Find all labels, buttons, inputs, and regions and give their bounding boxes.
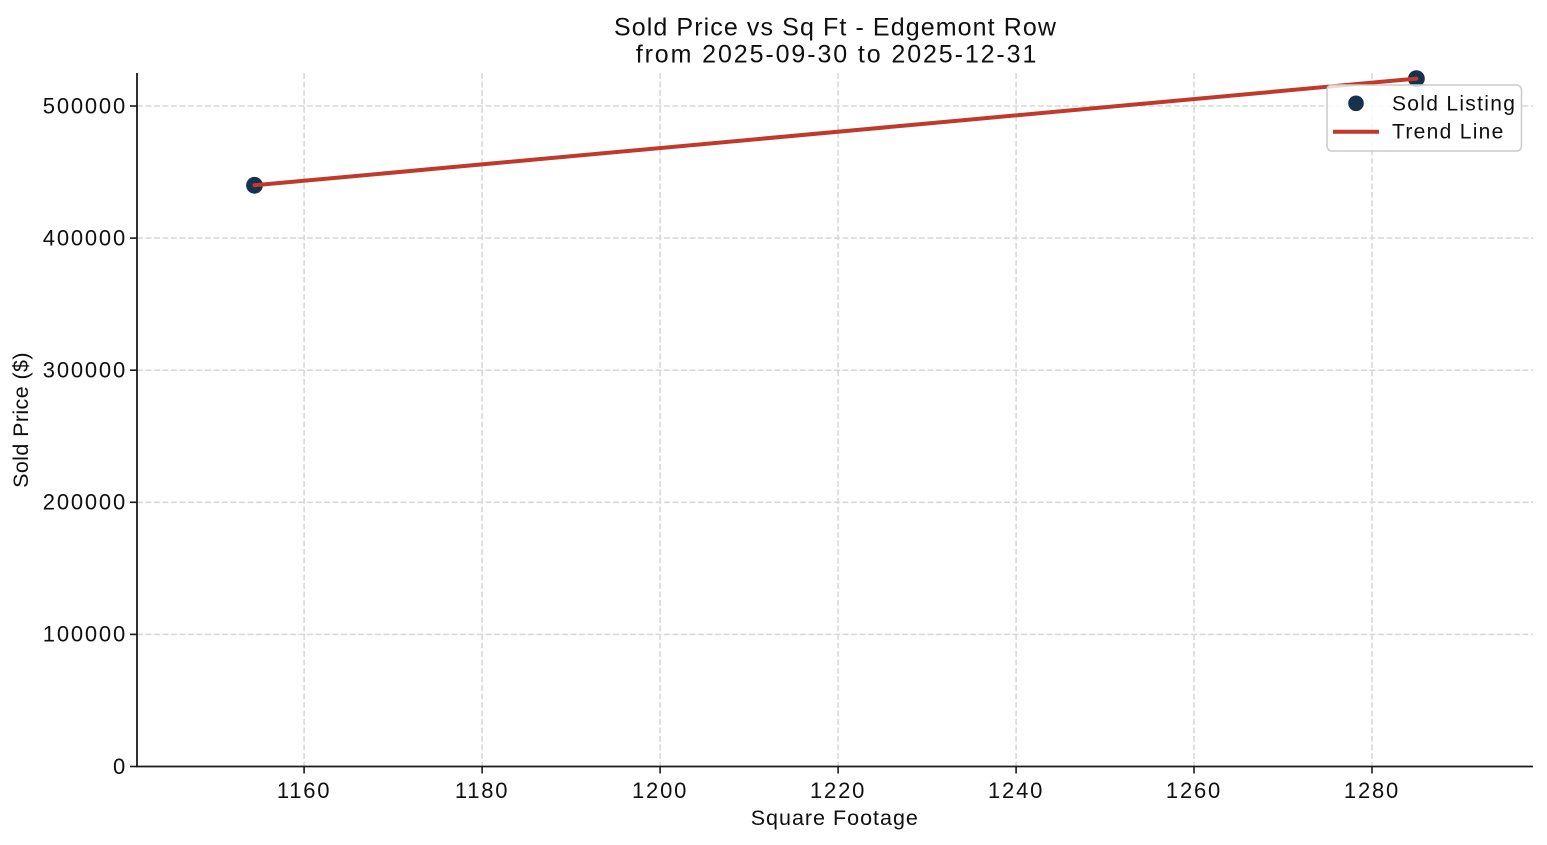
svg-text:0: 0 xyxy=(113,754,127,779)
svg-text:1260: 1260 xyxy=(1166,778,1222,803)
svg-text:300000: 300000 xyxy=(43,358,127,383)
svg-text:1200: 1200 xyxy=(632,778,688,803)
svg-text:1220: 1220 xyxy=(810,778,866,803)
svg-text:1160: 1160 xyxy=(277,778,332,803)
svg-text:Sold Price vs Sq Ft - Edgemont: Sold Price vs Sq Ft - Edgemont Row xyxy=(614,13,1057,41)
svg-text:400000: 400000 xyxy=(43,225,127,250)
svg-text:Trend Line: Trend Line xyxy=(1392,121,1505,144)
svg-text:1180: 1180 xyxy=(455,778,510,803)
svg-text:1240: 1240 xyxy=(988,778,1044,803)
svg-text:Sold Listing: Sold Listing xyxy=(1392,92,1516,115)
svg-text:500000: 500000 xyxy=(43,93,127,118)
svg-text:Square Footage: Square Footage xyxy=(751,806,919,830)
svg-text:200000: 200000 xyxy=(43,490,127,515)
svg-text:1280: 1280 xyxy=(1344,778,1400,803)
svg-text:Sold Price ($): Sold Price ($) xyxy=(9,352,33,488)
svg-text:100000: 100000 xyxy=(43,622,127,647)
svg-text:from 2025-09-30 to 2025-12-31: from 2025-09-30 to 2025-12-31 xyxy=(636,41,1039,69)
